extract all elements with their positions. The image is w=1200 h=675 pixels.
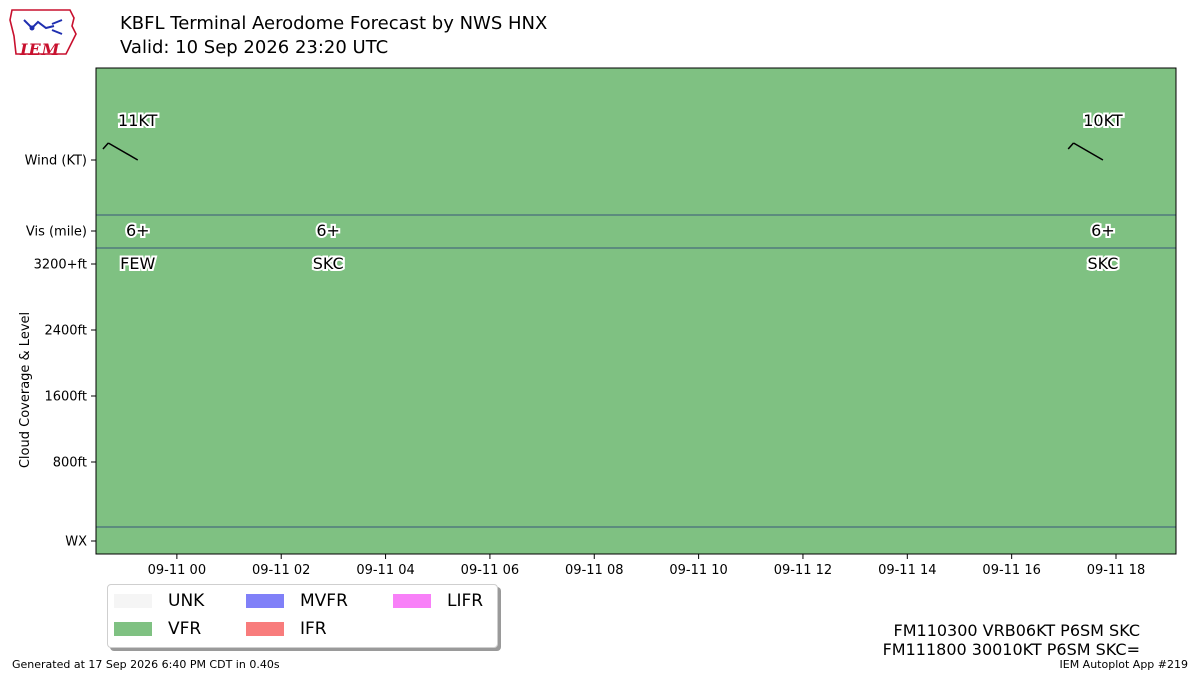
x-tick-label: 09-11 08 [565,563,623,578]
legend-item-unk: UNK [114,591,204,611]
cloud-coverage-label: SKC [313,254,344,273]
legend-label-ifr: IFR [300,619,327,639]
legend-item-lifr: LIFR [393,591,483,611]
y-tick-label: 1600ft [44,390,87,405]
legend-swatch-unk [114,594,152,608]
wind-barb-flag [1067,142,1075,150]
x-tick-label: 09-11 00 [148,563,206,578]
vfr-background [96,68,1176,554]
x-tick-label: 09-11 02 [252,563,310,578]
y-tick-label: WX [65,535,87,550]
wind-barb [1073,142,1104,161]
wind-barb-flag [102,142,109,150]
y-tick-label: 2400ft [44,324,87,339]
iowa-map-icon [9,9,77,55]
autoplot-app-id: IEM Autoplot App #219 [1059,658,1189,671]
y-tick-label: 3200+ft [34,258,87,273]
x-tick-label: 09-11 04 [356,563,414,578]
legend-swatch-ifr [246,622,284,636]
y-tick-label: Wind (KT) [25,154,87,169]
legend-swatch-lifr [393,594,431,608]
y-tick-label: Vis (mile) [26,225,87,240]
x-tick-label: 09-11 10 [669,563,727,578]
visibility-label: 6+ [1091,221,1115,240]
cloud-coverage-label: FEW [120,254,155,273]
wind-barb [107,142,139,161]
visibility-label: 6+ [316,221,340,240]
cloud-coverage-label: SKC [1087,254,1118,273]
x-tick-label: 09-11 18 [1087,563,1145,578]
chart-subtitle: Valid: 10 Sep 2026 23:20 UTC [120,37,389,58]
taf-text-line: FM111800 30010KT P6SM SKC= [882,640,1140,659]
plot-frame [95,67,1177,555]
chart-title: KBFL Terminal Aerodome Forecast by NWS H… [120,13,548,34]
legend-swatch-vfr [114,622,152,636]
y-axis-title: Cloud Coverage & Level [18,312,33,468]
legend-label-vfr: VFR [168,619,202,639]
x-tick-label: 09-11 16 [982,563,1040,578]
generated-timestamp: Generated at 17 Sep 2026 6:40 PM CDT in … [12,658,280,671]
legend-label-lifr: LIFR [447,591,484,611]
legend-item-ifr: IFR [246,619,327,639]
legend-label-mvfr: MVFR [300,591,348,611]
legend-item-vfr: VFR [114,619,201,639]
visibility-label: 6+ [126,221,150,240]
taf-text-line: FM110300 VRB06KT P6SM SKC [893,621,1141,640]
wind-speed-label: 10KT [1083,111,1123,130]
y-tick-label: 800ft [53,456,87,471]
x-tick-label: 09-11 14 [878,563,936,578]
iem-logo: IEM [8,6,80,59]
logo-text: IEM [20,40,61,59]
wind-speed-label: 11KT [118,111,158,130]
legend-swatch-mvfr [246,594,284,608]
legend-label-unk: UNK [168,591,205,611]
legend: UNK VFR MVFR IFR LIFR [107,584,498,648]
legend-item-mvfr: MVFR [246,591,348,611]
x-tick-label: 09-11 12 [774,563,832,578]
x-tick-label: 09-11 06 [461,563,519,578]
